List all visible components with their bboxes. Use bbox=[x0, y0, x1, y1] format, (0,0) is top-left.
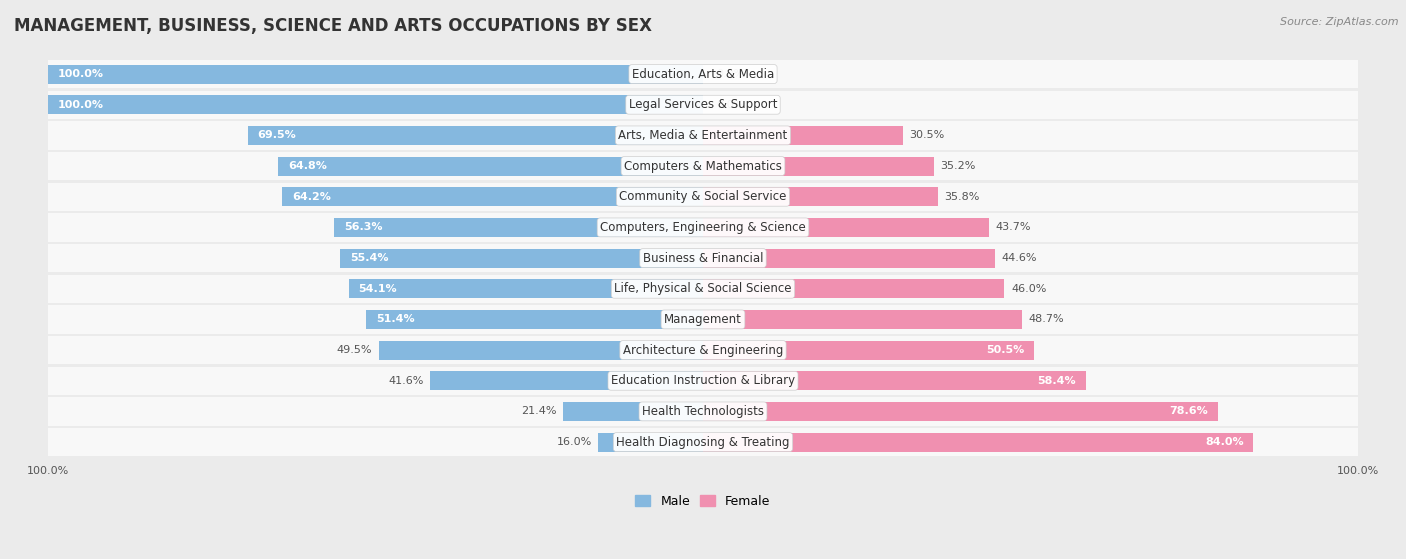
Text: Health Diagnosing & Treating: Health Diagnosing & Treating bbox=[616, 435, 790, 449]
Bar bbox=[430, 371, 703, 390]
Text: 64.2%: 64.2% bbox=[292, 192, 330, 202]
Text: Community & Social Service: Community & Social Service bbox=[619, 190, 787, 203]
Bar bbox=[48, 274, 1358, 303]
Text: 48.7%: 48.7% bbox=[1029, 314, 1064, 324]
Text: 51.4%: 51.4% bbox=[375, 314, 415, 324]
Text: 0.0%: 0.0% bbox=[716, 69, 744, 79]
Text: 21.4%: 21.4% bbox=[520, 406, 557, 416]
Text: 56.3%: 56.3% bbox=[344, 222, 382, 233]
Bar bbox=[48, 64, 703, 84]
Text: 41.6%: 41.6% bbox=[388, 376, 423, 386]
Text: Legal Services & Support: Legal Services & Support bbox=[628, 98, 778, 111]
Bar bbox=[703, 402, 1218, 421]
Bar bbox=[48, 397, 1358, 425]
Bar bbox=[48, 152, 1358, 180]
Bar bbox=[378, 340, 703, 359]
Text: Arts, Media & Entertainment: Arts, Media & Entertainment bbox=[619, 129, 787, 142]
Text: Education Instruction & Library: Education Instruction & Library bbox=[612, 375, 794, 387]
Bar bbox=[335, 218, 703, 237]
Bar bbox=[48, 244, 1358, 272]
Legend: Male, Female: Male, Female bbox=[630, 490, 776, 513]
Bar bbox=[703, 280, 1004, 299]
Bar bbox=[366, 310, 703, 329]
Bar bbox=[703, 249, 995, 268]
Text: 46.0%: 46.0% bbox=[1011, 284, 1046, 294]
Text: Management: Management bbox=[664, 313, 742, 326]
Text: 54.1%: 54.1% bbox=[359, 284, 396, 294]
Text: MANAGEMENT, BUSINESS, SCIENCE AND ARTS OCCUPATIONS BY SEX: MANAGEMENT, BUSINESS, SCIENCE AND ARTS O… bbox=[14, 17, 652, 35]
Bar bbox=[48, 336, 1358, 364]
Text: 50.5%: 50.5% bbox=[986, 345, 1024, 355]
Text: Business & Financial: Business & Financial bbox=[643, 252, 763, 264]
Bar bbox=[703, 340, 1033, 359]
Bar bbox=[48, 214, 1358, 241]
Text: Source: ZipAtlas.com: Source: ZipAtlas.com bbox=[1281, 17, 1399, 27]
Text: 49.5%: 49.5% bbox=[336, 345, 373, 355]
Text: 0.0%: 0.0% bbox=[716, 100, 744, 110]
Bar bbox=[48, 121, 1358, 149]
Bar bbox=[562, 402, 703, 421]
Bar bbox=[48, 60, 1358, 88]
Text: Health Technologists: Health Technologists bbox=[643, 405, 763, 418]
Bar bbox=[703, 126, 903, 145]
Bar bbox=[48, 305, 1358, 334]
Text: 100.0%: 100.0% bbox=[58, 69, 104, 79]
Text: 100.0%: 100.0% bbox=[58, 100, 104, 110]
Text: 69.5%: 69.5% bbox=[257, 130, 297, 140]
Bar bbox=[48, 183, 1358, 211]
Text: 43.7%: 43.7% bbox=[995, 222, 1032, 233]
Bar bbox=[48, 95, 703, 114]
Bar bbox=[703, 310, 1022, 329]
Bar bbox=[48, 91, 1358, 119]
Text: 64.8%: 64.8% bbox=[288, 161, 328, 171]
Bar bbox=[703, 187, 938, 206]
Bar bbox=[598, 433, 703, 452]
Text: 44.6%: 44.6% bbox=[1002, 253, 1038, 263]
Bar bbox=[703, 371, 1085, 390]
Text: 35.2%: 35.2% bbox=[941, 161, 976, 171]
Text: Architecture & Engineering: Architecture & Engineering bbox=[623, 344, 783, 357]
Text: 30.5%: 30.5% bbox=[910, 130, 945, 140]
Bar bbox=[278, 157, 703, 176]
Text: Life, Physical & Social Science: Life, Physical & Social Science bbox=[614, 282, 792, 295]
Text: Education, Arts & Media: Education, Arts & Media bbox=[631, 68, 775, 80]
Text: Computers, Engineering & Science: Computers, Engineering & Science bbox=[600, 221, 806, 234]
Text: 84.0%: 84.0% bbox=[1205, 437, 1243, 447]
Text: 55.4%: 55.4% bbox=[350, 253, 388, 263]
Text: 58.4%: 58.4% bbox=[1038, 376, 1076, 386]
Bar bbox=[283, 187, 703, 206]
Bar bbox=[703, 157, 934, 176]
Bar bbox=[349, 280, 703, 299]
Bar bbox=[48, 367, 1358, 395]
Text: 16.0%: 16.0% bbox=[557, 437, 592, 447]
Text: 78.6%: 78.6% bbox=[1170, 406, 1208, 416]
Text: Computers & Mathematics: Computers & Mathematics bbox=[624, 159, 782, 173]
Bar bbox=[48, 428, 1358, 456]
Bar bbox=[703, 433, 1253, 452]
Text: 35.8%: 35.8% bbox=[943, 192, 980, 202]
Bar bbox=[340, 249, 703, 268]
Bar bbox=[247, 126, 703, 145]
Bar bbox=[703, 218, 990, 237]
